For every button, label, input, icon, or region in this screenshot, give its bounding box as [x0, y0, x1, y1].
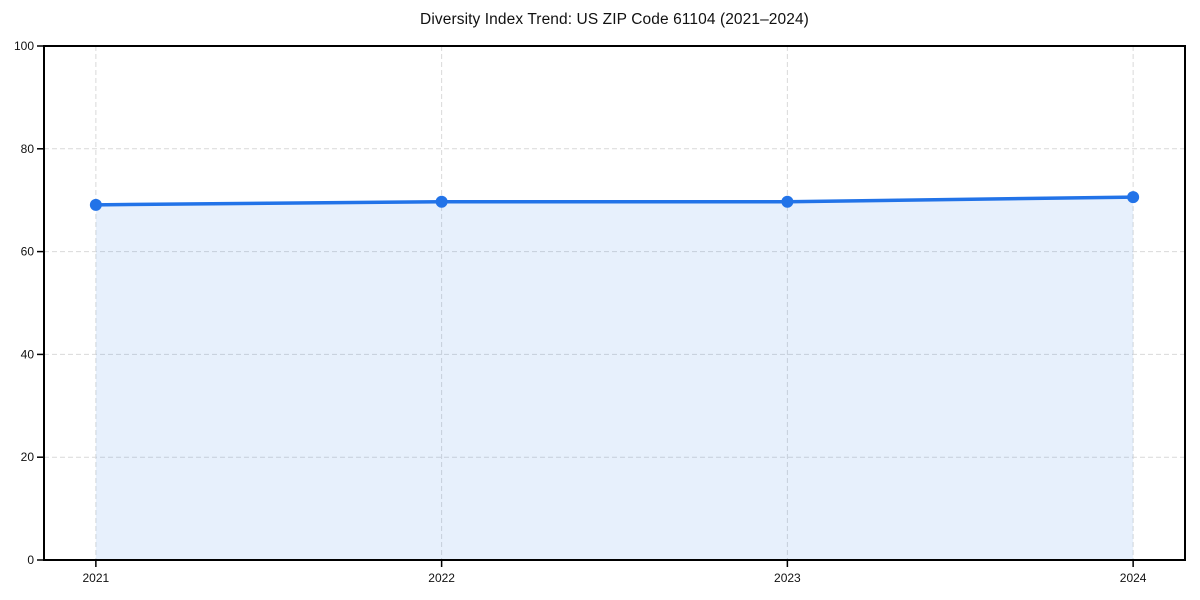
x-tick-label: 2023 [774, 571, 801, 585]
data-point-marker [781, 195, 794, 208]
x-tick-label: 2021 [83, 571, 110, 585]
axes-spines [43, 45, 1186, 561]
y-tick-label: 80 [21, 142, 35, 156]
series-line [94, 195, 1135, 207]
plot-area: 0 20 40 60 80 100 2021 2022 2023 2024 [14, 39, 1186, 585]
y-tick-label: 60 [21, 245, 35, 259]
x-tick-label: 2024 [1120, 571, 1147, 585]
data-point-marker [1127, 191, 1140, 204]
chart-title: Diversity Index Trend: US ZIP Code 61104… [420, 11, 809, 28]
y-tick-label: 0 [27, 553, 34, 567]
y-tick-label: 100 [14, 39, 34, 53]
series-area-fill [95, 197, 1134, 560]
y-tick-label: 40 [21, 347, 35, 361]
data-point-marker [435, 195, 448, 208]
x-tick-label: 2022 [428, 571, 455, 585]
data-point-marker [89, 198, 102, 211]
y-tick-label: 20 [21, 450, 35, 464]
